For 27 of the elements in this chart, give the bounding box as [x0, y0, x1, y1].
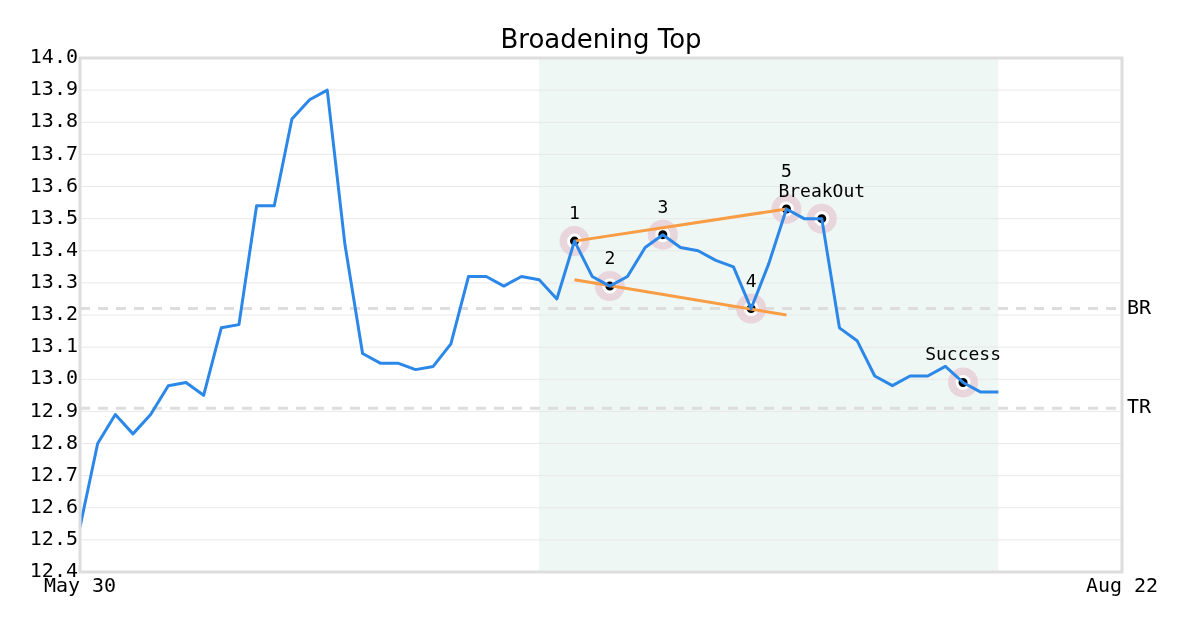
- y-tick-label: 13.7: [29, 140, 78, 165]
- y-tick-label: 13.1: [29, 333, 78, 358]
- y-tick-label: 12.8: [29, 429, 78, 454]
- ref-line-label: BR: [1127, 294, 1153, 319]
- y-tick-label: 13.3: [29, 269, 78, 294]
- y-tick-label: 13.6: [29, 172, 78, 197]
- ref-line-label: TR: [1127, 394, 1153, 419]
- x-tick-label: Aug 22: [1085, 573, 1159, 598]
- y-tick-label: 14.0: [29, 44, 78, 69]
- y-tick-label: 12.9: [29, 397, 78, 422]
- y-tick-label: 12.5: [29, 526, 78, 551]
- annotation: 4: [745, 269, 757, 291]
- annotation: Success: [925, 343, 1001, 365]
- y-tick-label: 12.7: [29, 461, 78, 486]
- annotation: 3: [657, 195, 669, 217]
- y-tick-label: 12.6: [29, 493, 78, 518]
- y-tick-label: 13.4: [29, 236, 78, 261]
- y-tick-label: 13.2: [29, 301, 78, 326]
- annotation: 2: [604, 247, 616, 269]
- y-tick-label: 13.9: [29, 76, 78, 101]
- annotation: BreakOut: [778, 179, 866, 201]
- y-tick-label: 13.8: [29, 108, 78, 133]
- y-tick-label: 13.5: [29, 204, 78, 229]
- y-tick-label: 13.0: [29, 365, 78, 390]
- annotation: 1: [569, 202, 580, 224]
- chart-title: Broadening Top: [500, 24, 702, 54]
- annotation: 5: [781, 159, 792, 181]
